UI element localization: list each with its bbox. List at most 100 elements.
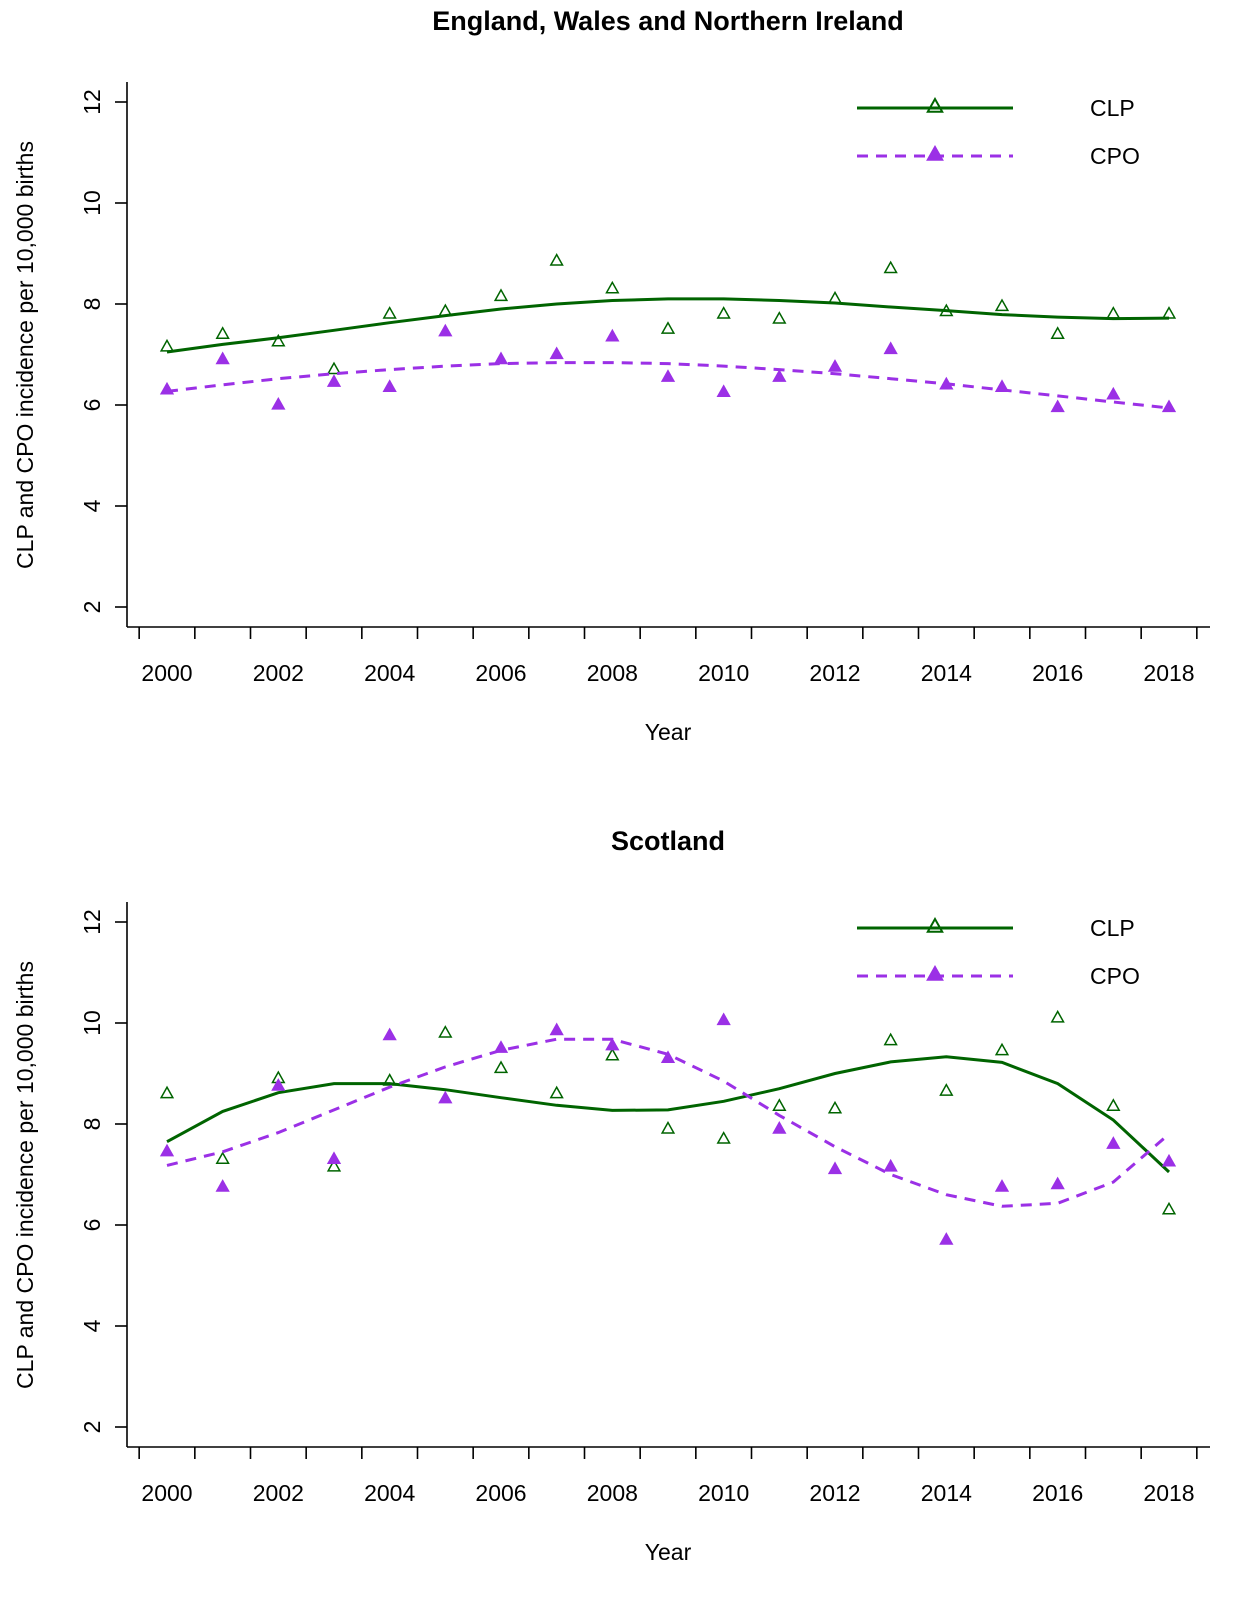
x-tick-label: 2000 [141,1480,192,1506]
series-line-clp [166,1055,1171,1174]
data-point-cpo [939,1232,954,1245]
data-point-cpo [271,396,286,410]
legend-marker-cpo [926,144,944,161]
x-tick-label: 2004 [364,660,415,686]
data-point-cpo [827,1161,843,1175]
x-tick-label: 2006 [475,1480,526,1506]
data-point-cpo [438,323,453,337]
data-point-cpo [215,1179,230,1192]
data-point-cpo [883,341,898,355]
x-tick-label: 2000 [141,660,192,686]
data-point-clp [827,1100,843,1114]
data-point-cpo [549,346,564,360]
data-point-clp [1050,1009,1065,1023]
data-point-clp [1106,306,1121,319]
data-point-clp [716,306,731,319]
data-point-cpo [438,1090,453,1104]
data-point-cpo [772,1121,787,1134]
data-point-cpo [827,359,843,372]
data-point-cpo [1161,1153,1177,1167]
data-point-cpo [382,1027,397,1041]
data-point-clp [493,1060,509,1074]
data-point-cpo [271,1078,286,1091]
data-point-cpo [994,379,1010,392]
data-point-clp [1161,306,1177,319]
data-point-clp [215,326,230,339]
data-point-cpo [1050,1176,1065,1190]
data-point-clp [549,1085,564,1099]
legend-marker-cpo [926,964,944,981]
x-axis-label: Year [645,719,692,745]
data-point-clp [159,338,175,352]
data-point-clp [994,298,1010,312]
data-point-cpo [382,379,397,392]
y-tick-label: 2 [79,601,105,614]
x-tick-label: 2010 [698,1480,749,1506]
data-point-cpo [215,351,230,365]
data-point-clp [716,1131,731,1144]
legend-marker-clp [926,916,944,933]
x-tick-label: 2018 [1143,660,1194,686]
data-point-cpo [493,351,509,365]
data-point-clp [382,306,397,319]
legend-label-cpo: CPO [1090,963,1140,989]
data-point-cpo [493,1040,509,1053]
legend-label-clp: CLP [1090,95,1135,121]
data-point-clp [605,1047,620,1061]
y-tick-label: 6 [79,1219,105,1232]
legend-marker-clp [926,96,944,113]
y-axis-label: CLP and CPO incidence per 10,000 births [12,961,38,1389]
data-point-clp [215,1151,230,1164]
data-point-cpo [326,1151,342,1164]
x-tick-label: 2016 [1032,660,1083,686]
data-point-cpo [605,328,620,342]
data-point-clp [326,1158,342,1172]
data-point-clp [159,1085,175,1099]
data-point-clp [772,1098,787,1111]
data-point-clp [883,1032,898,1046]
y-tick-label: 8 [79,298,105,311]
data-point-cpo [716,1012,731,1026]
data-point-clp [382,1073,397,1086]
data-point-clp [827,290,843,304]
x-tick-label: 2008 [587,1480,638,1506]
y-axis-label: CLP and CPO incidence per 10,000 births [12,141,38,569]
x-tick-label: 2006 [475,660,526,686]
data-point-clp [939,1083,954,1096]
data-point-clp [549,253,564,266]
y-tick-label: 12 [79,89,105,115]
data-point-clp [1106,1098,1121,1111]
x-tick-label: 2004 [364,1480,415,1506]
data-point-clp [994,1042,1010,1056]
x-tick-label: 2002 [253,1480,304,1506]
data-point-clp [271,333,286,347]
data-point-cpo [772,369,787,382]
x-axis-label: Year [645,1539,692,1565]
x-tick-label: 2002 [253,660,304,686]
y-tick-label: 12 [79,909,105,935]
x-tick-label: 2012 [809,1480,860,1506]
y-tick-label: 10 [79,190,105,216]
data-point-clp [660,321,676,334]
data-point-cpo [660,369,676,382]
data-point-cpo [605,1037,620,1051]
y-tick-label: 4 [79,1319,105,1332]
data-point-cpo [660,1050,676,1063]
x-tick-label: 2008 [587,660,638,686]
y-tick-label: 6 [79,399,105,412]
data-point-clp [939,303,954,317]
data-point-cpo [159,381,175,395]
data-point-clp [1050,326,1065,339]
data-point-clp [605,280,620,294]
data-point-clp [1161,1201,1177,1215]
x-tick-label: 2014 [921,1480,972,1506]
data-point-cpo [1050,399,1065,413]
chart-title: Scotland [611,826,725,856]
legend-label-clp: CLP [1090,915,1135,941]
data-point-clp [326,361,342,375]
x-tick-label: 2014 [921,660,972,686]
y-tick-label: 8 [79,1118,105,1131]
series-line-clp [166,297,1170,354]
